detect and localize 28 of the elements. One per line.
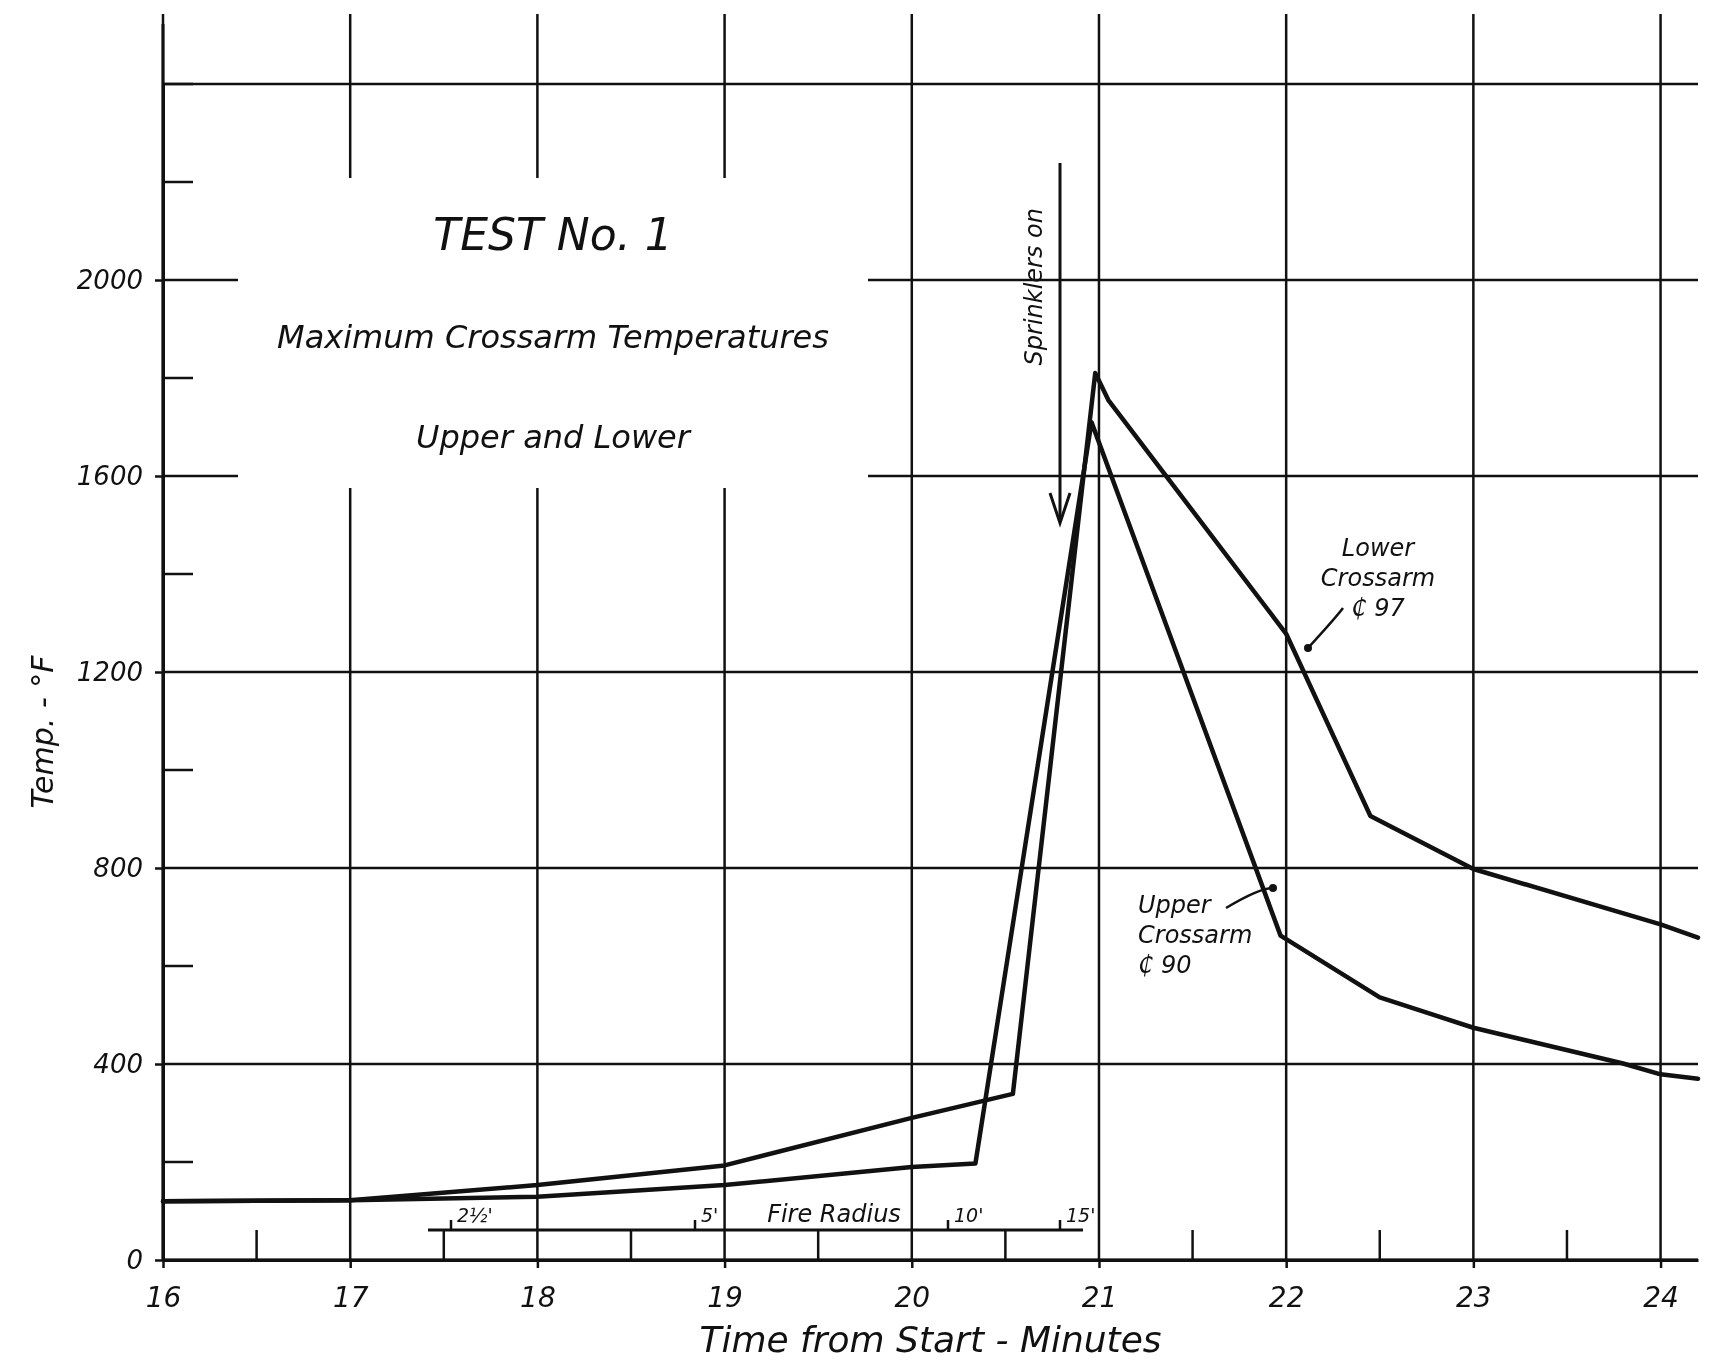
- y-tick-label: 0: [126, 1244, 143, 1275]
- text: TEST No. 1: [433, 209, 673, 260]
- text: Maximum Crossarm Temperatures: [277, 318, 829, 356]
- x-tick-label: 21: [1081, 1281, 1118, 1315]
- x-tick-label: 18: [520, 1281, 556, 1315]
- series-label: Lower Crossarm ₵ 97: [1320, 534, 1436, 622]
- annotation: 15': [1066, 1204, 1096, 1226]
- y-axis-title: Temp. - °F: [25, 654, 60, 809]
- x-tick-label: 19: [707, 1281, 743, 1315]
- y-tick-label: 1600: [76, 460, 143, 491]
- annotation: Sprinklers on: [1020, 208, 1048, 366]
- legend-label: Upper Crossarm ₵ 90: [1138, 891, 1253, 979]
- annotation: 5': [701, 1204, 719, 1226]
- annotation: 2½': [457, 1204, 493, 1226]
- annotation: Fire Radius: [767, 1200, 901, 1228]
- x-tick-label: 22: [1268, 1281, 1305, 1315]
- y-tick-label: 800: [93, 852, 143, 883]
- x-axis-title: Time from Start - Minutes: [699, 1319, 1162, 1360]
- annotation: Upper and Lower: [416, 418, 692, 456]
- x-tick-label: 24: [1643, 1281, 1679, 1315]
- y-tick-label: 400: [93, 1048, 143, 1079]
- y-tick-label: 2000: [76, 264, 143, 295]
- annotation: 10': [954, 1204, 984, 1226]
- x-tick-label: 16: [145, 1281, 182, 1315]
- x-tick-label: 17: [332, 1281, 369, 1315]
- x-tick-label: 20: [894, 1281, 931, 1315]
- x-tick-label: 23: [1456, 1281, 1492, 1315]
- y-tick-label: 1200: [76, 656, 143, 687]
